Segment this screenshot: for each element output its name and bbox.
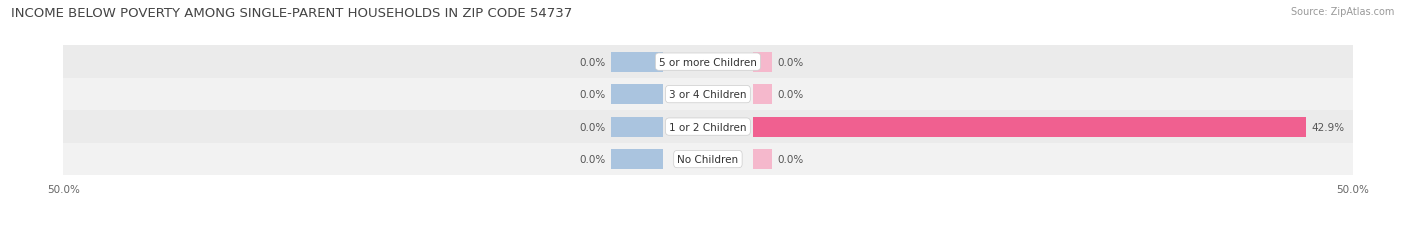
Bar xyxy=(612,149,662,169)
Text: 0.0%: 0.0% xyxy=(778,154,804,164)
Bar xyxy=(754,117,1306,137)
Text: 42.9%: 42.9% xyxy=(1312,122,1344,132)
Text: 0.0%: 0.0% xyxy=(579,122,606,132)
Bar xyxy=(754,149,772,169)
Text: 0.0%: 0.0% xyxy=(778,90,804,100)
Text: INCOME BELOW POVERTY AMONG SINGLE-PARENT HOUSEHOLDS IN ZIP CODE 54737: INCOME BELOW POVERTY AMONG SINGLE-PARENT… xyxy=(11,7,572,20)
Bar xyxy=(63,46,1353,79)
Bar xyxy=(754,52,772,72)
Bar xyxy=(63,111,1353,143)
Text: 0.0%: 0.0% xyxy=(778,57,804,67)
Text: 1 or 2 Children: 1 or 2 Children xyxy=(669,122,747,132)
Bar xyxy=(63,79,1353,111)
Bar xyxy=(612,52,662,72)
Text: 5 or more Children: 5 or more Children xyxy=(659,57,756,67)
Bar xyxy=(612,85,662,105)
Text: No Children: No Children xyxy=(678,154,738,164)
Text: 0.0%: 0.0% xyxy=(579,154,606,164)
Text: 0.0%: 0.0% xyxy=(579,90,606,100)
Text: Source: ZipAtlas.com: Source: ZipAtlas.com xyxy=(1291,7,1395,17)
Bar xyxy=(612,117,662,137)
Text: 3 or 4 Children: 3 or 4 Children xyxy=(669,90,747,100)
Bar xyxy=(754,85,772,105)
Text: 0.0%: 0.0% xyxy=(579,57,606,67)
Bar xyxy=(63,143,1353,176)
